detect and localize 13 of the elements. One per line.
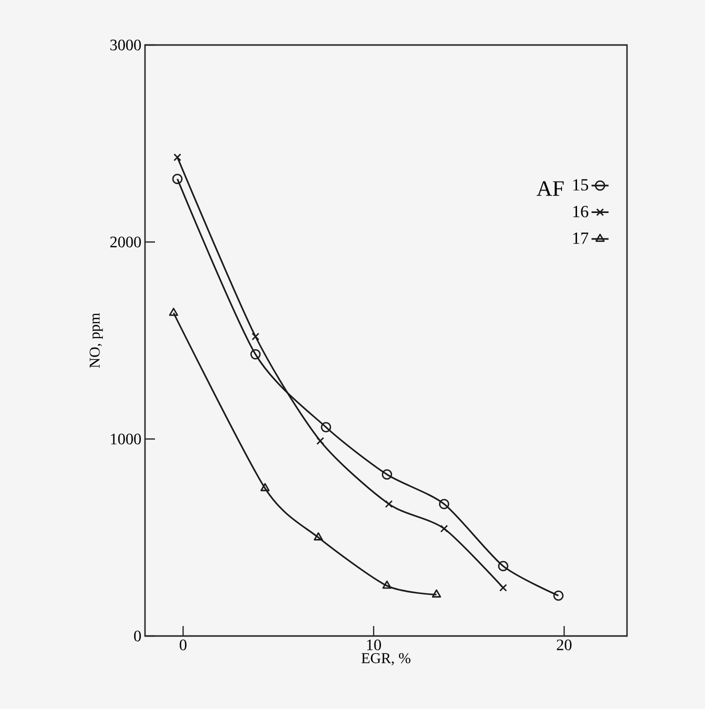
y-axis-title: NO, ppm [90, 312, 103, 368]
x-tick-label: 10 [367, 640, 381, 650]
legend-label: 16 [573, 206, 588, 218]
legend-title: AF [536, 181, 564, 196]
y-tick-label: 0 [134, 630, 141, 642]
x-tick-label: 20 [556, 640, 572, 650]
x-tick-label: 0 [180, 640, 186, 650]
x-axis-title: EGR, % [362, 653, 410, 666]
y-tick-label: 1000 [111, 434, 141, 444]
legend-label: 17 [573, 232, 588, 244]
y-tick-label: 2000 [110, 236, 141, 248]
y-tick-label: 3000 [110, 40, 141, 50]
legend-label: 15 [573, 179, 588, 191]
